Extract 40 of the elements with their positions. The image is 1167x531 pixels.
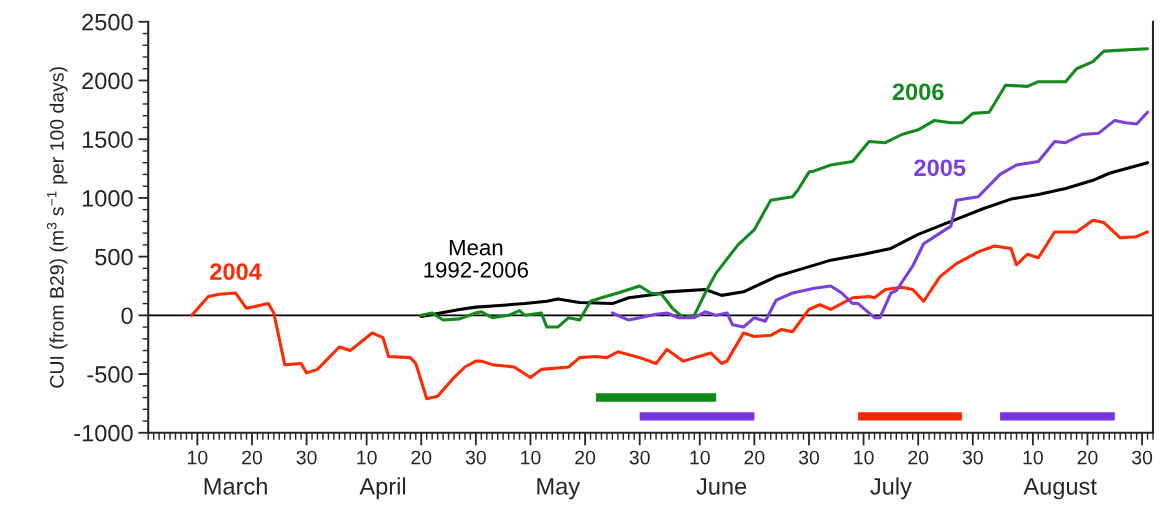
y-tick-label: -500 (87, 366, 133, 383)
y-tick-label: 500 (95, 248, 133, 266)
y-tick-label: 0 (121, 307, 133, 325)
x-tick-label: 30 (1132, 450, 1153, 465)
line-series (610, 110, 1150, 329)
x2-tick-label: April (359, 477, 406, 500)
x2-tick-label: July (870, 477, 912, 500)
x-tick-label: 20 (744, 450, 765, 465)
x2-tick-label: May (537, 478, 581, 500)
x-tick-label: 20 (411, 450, 432, 465)
annotation: 2005 (914, 159, 966, 177)
x-tick-label: 20 (575, 450, 596, 465)
x-tick-label: 20 (908, 450, 929, 465)
x-tick-label: 30 (296, 450, 317, 465)
x-tick-label: 30 (629, 450, 650, 465)
y-tick-label: 1500 (82, 131, 133, 148)
y-tick-label: 2000 (82, 72, 133, 90)
y-tick-label: 2500 (82, 13, 133, 31)
x-tick-label: 10 (521, 450, 541, 465)
x2-tick-label: June (696, 478, 747, 495)
x-tick-label: 10 (854, 450, 874, 465)
x2-tick-label: March (204, 477, 267, 495)
x-tick-label: 30 (962, 450, 983, 465)
y-tick-label: -1000 (74, 424, 133, 442)
line-series (190, 218, 1150, 401)
annotation: 2006 (892, 83, 944, 101)
x-tick-label: 10 (1023, 450, 1043, 465)
x2-tick-label: August (1023, 478, 1097, 500)
line-series (419, 47, 1150, 329)
x-tick-label: 30 (798, 450, 820, 465)
x-tick-label: 30 (465, 450, 486, 465)
y-tick-label: 1000 (82, 189, 133, 207)
x-tick-label: 10 (188, 450, 208, 465)
x-tick-label: 10 (690, 450, 710, 465)
annotation: 2004 (210, 263, 262, 281)
x-tick-label: 20 (1077, 450, 1098, 465)
x-tick-label: 10 (357, 450, 377, 465)
annotation: Mean 1992-2006 (424, 239, 529, 278)
y-axis-title: CUI (from B29) (m$^{3}$ s$^{−1}$ per 100 days) (46, 67, 68, 388)
x-tick-label: 20 (242, 450, 263, 465)
